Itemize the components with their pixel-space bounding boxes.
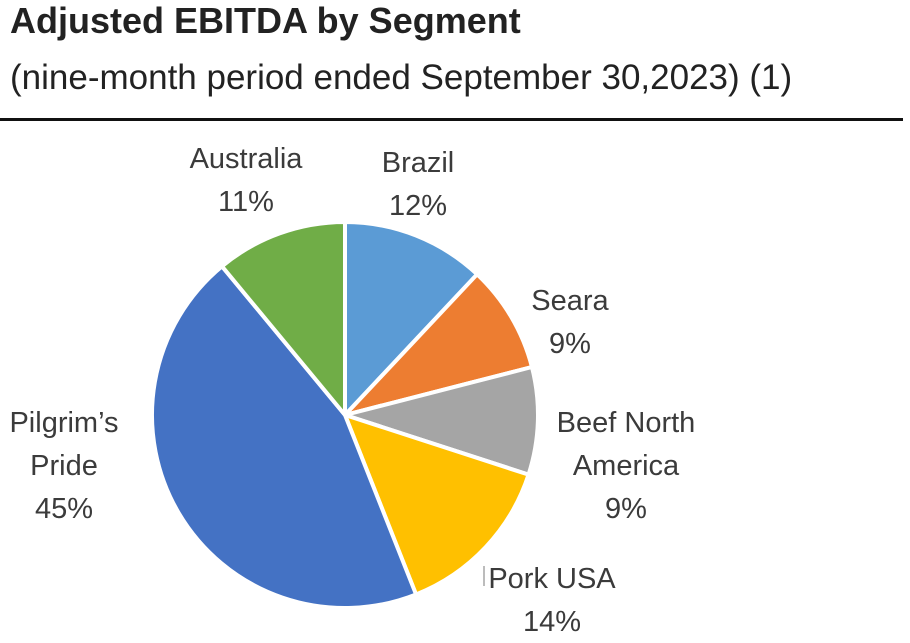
chart-title: Adjusted EBITDA by Segment [10,0,521,41]
pie-slice-seara [343,272,534,417]
slice-label-seara: Seara 9% [531,285,609,360]
pie-slice-brazil [343,220,480,417]
slice-label-pilgrim-s-pride: Pilgrim’s Pride 45% [9,407,118,525]
slice-label-australia: Australia 11% [190,143,304,218]
slice-label-brazil: Brazil 12% [382,147,455,222]
title-underline [0,118,903,121]
pie-slice-pork-usa [343,413,531,597]
pie-slice-beef-north-america [343,365,540,477]
slice-label-beef-north-america: Beef North America 9% [557,407,696,525]
pie-slice-australia [219,220,347,417]
slice-label-pork-usa: Pork USA 14% [488,563,616,638]
pie-slice-pilgrim-s-pride [149,264,419,610]
chart-subtitle: (nine-month period ended September 30,20… [10,58,793,97]
